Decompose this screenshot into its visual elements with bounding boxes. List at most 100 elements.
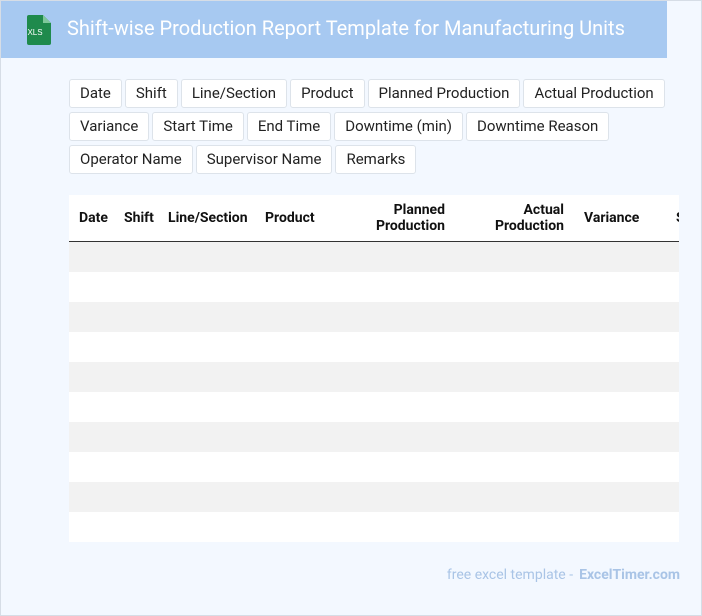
table-row xyxy=(69,422,679,452)
table-cell xyxy=(666,512,679,542)
table-cell xyxy=(455,302,574,332)
field-chip: Variance xyxy=(69,112,150,141)
field-chip: Product xyxy=(290,79,365,108)
field-chip: Start Time xyxy=(152,112,244,141)
table-cell xyxy=(69,272,114,302)
table-cell xyxy=(114,452,158,482)
table-cell xyxy=(574,422,666,452)
table-cell xyxy=(114,332,158,362)
table-cell xyxy=(335,332,455,362)
table-cell xyxy=(158,482,255,512)
field-chip: Downtime Reason xyxy=(466,112,610,141)
table-cell xyxy=(114,392,158,422)
table-cell xyxy=(69,482,114,512)
field-chip: Supervisor Name xyxy=(195,145,333,174)
table-cell xyxy=(69,241,114,272)
table-cell xyxy=(574,272,666,302)
table-cell xyxy=(255,241,335,272)
table-cell xyxy=(255,362,335,392)
table-cell xyxy=(114,482,158,512)
column-header: Actual Production xyxy=(455,195,574,242)
table-row xyxy=(69,392,679,422)
table-row xyxy=(69,482,679,512)
table-cell xyxy=(335,362,455,392)
table-cell xyxy=(69,392,114,422)
table-cell xyxy=(666,392,679,422)
table-cell xyxy=(255,452,335,482)
table-cell xyxy=(666,272,679,302)
table-row xyxy=(69,332,679,362)
field-chip: Remarks xyxy=(335,145,417,174)
field-chip: Downtime (min) xyxy=(334,112,464,141)
footer: free excel template - ExcelTimer.com xyxy=(447,567,680,583)
field-chips: Date Shift Line/Section Product Planned Prod… xyxy=(69,79,669,174)
table-cell xyxy=(114,512,158,542)
table-cell xyxy=(69,512,114,542)
table-cell xyxy=(666,422,679,452)
table-row xyxy=(69,272,679,302)
table-cell xyxy=(455,452,574,482)
table-cell xyxy=(158,422,255,452)
table-row xyxy=(69,241,679,272)
table-cell xyxy=(69,302,114,332)
table-cell xyxy=(158,302,255,332)
field-chip: Actual Production xyxy=(523,79,665,108)
footer-text: free excel template - xyxy=(446,567,574,583)
title: Shift-wise Production Report Template fo… xyxy=(67,16,625,40)
table-cell xyxy=(255,272,335,302)
field-chip: End Time xyxy=(246,112,332,141)
column-header: Start Time xyxy=(666,195,679,242)
header-row: Date Shift Line/Section Product Planned Prod… xyxy=(69,195,679,242)
column-header: Shift xyxy=(114,195,158,242)
table-cell xyxy=(666,332,679,362)
table-row xyxy=(69,512,679,542)
icon-label: XLS xyxy=(27,28,42,37)
table-cell xyxy=(574,332,666,362)
table-cell xyxy=(158,452,255,482)
table-cell xyxy=(666,362,679,392)
column-header: Product xyxy=(255,195,335,242)
field-chip: Planned Production xyxy=(367,79,521,108)
table-cell xyxy=(69,452,114,482)
table-cell xyxy=(574,392,666,422)
xls-icon: XLS xyxy=(27,15,51,45)
table-cell xyxy=(158,241,255,272)
footer-brand: ExcelTimer.com xyxy=(579,567,680,583)
table-cell xyxy=(335,392,455,422)
column-header: Planned Production xyxy=(335,195,455,242)
table-cell xyxy=(574,512,666,542)
table-row xyxy=(69,452,679,482)
table-cell xyxy=(666,452,679,482)
table-cell xyxy=(455,362,574,392)
table-cell xyxy=(666,482,679,512)
table-row xyxy=(69,362,679,392)
table-cell xyxy=(255,422,335,452)
table-cell xyxy=(158,272,255,302)
table-cell xyxy=(574,362,666,392)
table-cell xyxy=(69,332,114,362)
table-cell xyxy=(158,512,255,542)
table-cell xyxy=(455,422,574,452)
column-header: Date xyxy=(69,195,114,242)
field-chip: Line/Section xyxy=(180,79,288,108)
table-cell xyxy=(69,422,114,452)
table-cell xyxy=(574,482,666,512)
field-chip: Operator Name xyxy=(69,145,193,174)
table-cell xyxy=(114,302,158,332)
table-cell xyxy=(574,452,666,482)
table-cell xyxy=(666,241,679,272)
table-cell xyxy=(114,241,158,272)
table-cell xyxy=(574,241,666,272)
table-cell xyxy=(335,302,455,332)
table-cell xyxy=(158,392,255,422)
table-cell xyxy=(335,422,455,452)
table-cell xyxy=(455,332,574,362)
table: Date Shift Line/Section Product Planned Prod… xyxy=(69,195,679,542)
header: XLS Shift-wise Production Report Templat… xyxy=(1,1,667,58)
column-header: Line/Section xyxy=(158,195,255,242)
table-cell xyxy=(158,362,255,392)
table-cell xyxy=(666,302,679,332)
table-cell xyxy=(335,241,455,272)
column-header: Variance xyxy=(574,195,666,242)
table-cell xyxy=(455,241,574,272)
